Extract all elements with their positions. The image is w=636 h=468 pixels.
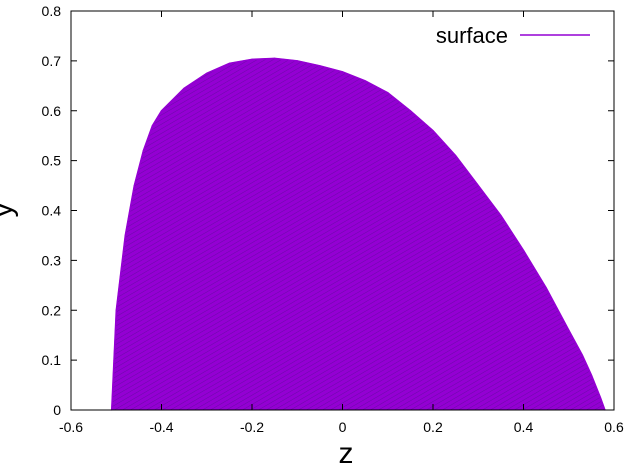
surface-point	[115, 309, 117, 311]
x-tick-label: 0	[339, 419, 347, 435]
surface-point	[500, 214, 502, 217]
x-tick-label: 0.2	[423, 419, 443, 435]
series-layer	[110, 57, 606, 411]
y-tick-label: 0	[53, 402, 61, 418]
surface-point	[581, 354, 583, 356]
x-tick-label: -0.6	[59, 419, 83, 435]
surface-point	[251, 58, 253, 61]
surface-point	[387, 92, 389, 94]
surface-point	[133, 185, 135, 187]
y-tick-label: 0.7	[42, 53, 62, 69]
y-tick-label: 0.1	[42, 352, 62, 368]
surface-point	[160, 110, 163, 112]
surface-point	[113, 359, 115, 361]
surface-point	[124, 234, 126, 236]
legend-label: surface	[436, 23, 508, 48]
surface-point	[477, 185, 479, 187]
surface-point	[319, 65, 321, 67]
legend: surface	[436, 23, 590, 48]
x-tick-label: -0.4	[149, 419, 173, 435]
x-axis-label: z	[339, 437, 354, 468]
surface-point	[599, 396, 602, 399]
y-tick-label: 0.5	[42, 153, 62, 169]
surface-point	[409, 110, 411, 112]
surface-point	[432, 130, 434, 132]
x-tick-label: 0.4	[514, 419, 534, 435]
x-tick-label: -0.2	[240, 419, 264, 435]
surface-point	[296, 60, 298, 62]
surface-point	[522, 249, 525, 251]
y-axis-label: y	[0, 203, 19, 218]
surface-point	[206, 72, 208, 74]
surface-point	[455, 155, 457, 157]
surface-point	[590, 374, 593, 376]
surface-point	[151, 125, 153, 127]
y-tick-label: 0.8	[42, 3, 62, 19]
surface-point	[545, 287, 547, 289]
ticks-layer: -0.6 -0.4 -0.2 0 0.2 0.4 0.6 0 0.1 0.2 0.3 0.4 0.5 0.…	[42, 3, 624, 435]
y-tick-label: 0.6	[42, 103, 62, 119]
surface-point	[274, 57, 276, 60]
surface-point	[183, 87, 185, 89]
surface-point	[364, 80, 366, 82]
surface-point	[228, 62, 230, 64]
y-tick-label: 0.4	[42, 203, 62, 219]
surface-outline	[110, 57, 606, 411]
y-tick-label: 0.3	[42, 252, 62, 268]
surface-point	[568, 329, 570, 331]
y-tick-label: 0.2	[42, 302, 62, 318]
surface-point	[142, 150, 144, 152]
surface-point	[341, 71, 344, 73]
x-tick-label: 0.6	[604, 419, 624, 435]
